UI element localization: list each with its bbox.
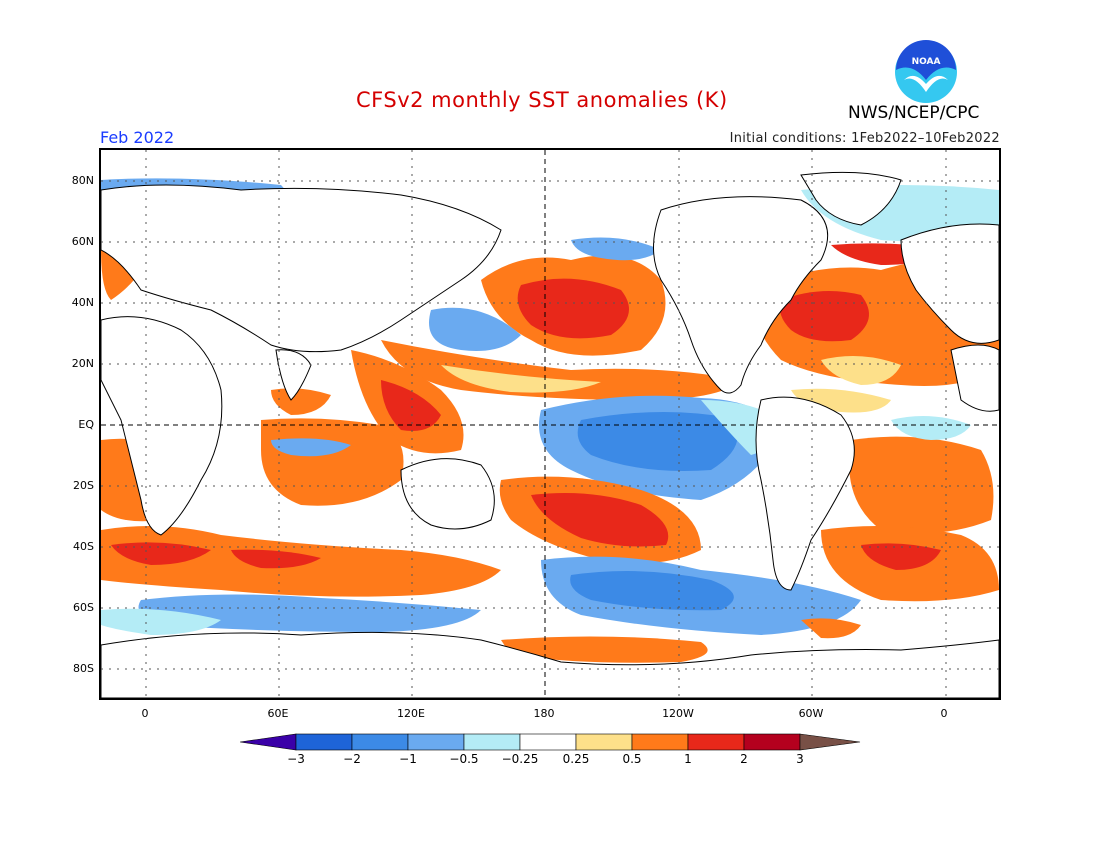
colorbar-bin <box>463 733 521 751</box>
lon-label-60w: 60W <box>798 707 824 720</box>
forecast-month: Feb 2022 <box>100 128 175 147</box>
colorbar-bin <box>407 733 465 751</box>
svg-text:NOAA: NOAA <box>912 57 941 67</box>
colorbar-label: 1 <box>684 752 692 766</box>
map-title: CFSv2 monthly SST anomalies (K) <box>356 88 728 112</box>
lon-label-0-right: 0 <box>940 707 948 720</box>
lat-label-20s: 20S <box>73 479 94 492</box>
colorbar-label: 2 <box>740 752 748 766</box>
lon-label-60e: 60E <box>267 707 289 720</box>
colorbar-label: −1 <box>399 752 417 766</box>
colorbar-bin <box>575 733 633 751</box>
lon-label-180: 180 <box>533 707 555 720</box>
lat-label-80n: 80N <box>71 174 94 187</box>
graticule <box>101 150 999 698</box>
map-canvas <box>101 150 999 698</box>
sst-anomaly-map <box>99 148 1001 700</box>
colorbar-label: 0.25 <box>562 752 590 766</box>
colorbar-label: 0.5 <box>622 752 642 766</box>
lat-label-20n: 20N <box>71 357 94 370</box>
lon-label-0-left: 0 <box>141 707 149 720</box>
colorbar-high-arrow <box>799 733 861 751</box>
initial-conditions-label: Initial conditions: 1Feb2022–10Feb2022 <box>729 131 1000 146</box>
agency-label: NWS/NCEP/CPC <box>848 103 980 123</box>
continents <box>101 171 999 698</box>
lat-label-40n: 40N <box>71 296 94 309</box>
lon-label-120w: 120W <box>662 707 694 720</box>
colorbar-bin <box>743 733 801 751</box>
lat-label-eq: EQ <box>78 418 94 431</box>
colorbar-bin <box>519 733 577 751</box>
lon-label-120e: 120E <box>397 707 425 720</box>
colorbar-bin <box>687 733 745 751</box>
lat-label-80s: 80S <box>73 662 94 675</box>
lat-label-60n: 60N <box>71 235 94 248</box>
colorbar-bin <box>351 733 409 751</box>
colorbar-label: 3 <box>796 752 804 766</box>
lat-label-60s: 60S <box>73 601 94 614</box>
colorbar-bin <box>631 733 689 751</box>
colorbar-low-arrow <box>240 733 297 751</box>
noaa-logo: NOAA <box>895 40 957 103</box>
colorbar <box>240 733 861 751</box>
colorbar-label: −0.5 <box>449 752 479 766</box>
lat-label-40s: 40S <box>73 540 94 553</box>
colorbar-label: −0.25 <box>501 752 539 766</box>
colorbar-label: −3 <box>287 752 305 766</box>
colorbar-bin <box>295 733 353 751</box>
colorbar-label: −2 <box>343 752 361 766</box>
reference-lines <box>101 150 999 698</box>
